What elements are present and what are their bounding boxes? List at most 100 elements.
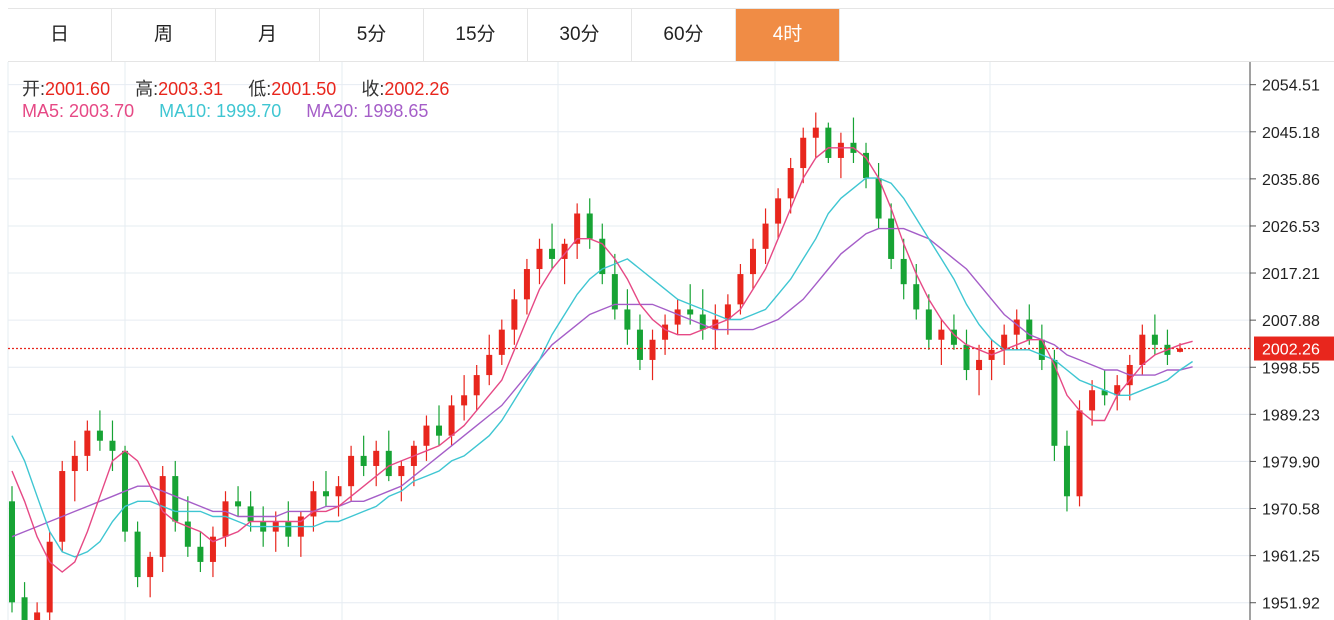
tab-60min[interactable]: 60分 [632,9,736,61]
candle-body [574,213,581,244]
candle-body [624,309,631,330]
y-tick-label: 2045.18 [1262,125,1320,142]
candle-body [159,476,166,557]
current-price-label: 2002.26 [1262,342,1320,359]
ma20-value: 1998.65 [363,101,429,121]
candle-body [687,309,694,315]
candle-body [511,299,518,330]
candle-body [837,142,844,158]
candle-body [59,471,66,542]
y-tick-label: 2054.51 [1262,78,1320,95]
candle-body [586,213,593,239]
candle-body [360,455,367,466]
y-tick-label: 1951.92 [1262,596,1320,613]
tab-week[interactable]: 周 [112,9,216,61]
candle-body [825,127,832,158]
y-tick-label: 1970.58 [1262,502,1320,519]
candle-body [335,486,342,497]
candle-body [875,178,882,219]
candle-body [247,506,254,522]
candle-body [71,455,78,472]
y-tick-label: 2007.88 [1262,313,1320,330]
candle-body [812,127,819,138]
candle-body [1101,390,1108,396]
candle-body [549,248,556,259]
candle-body [21,597,28,620]
close-value: 2002.26 [384,79,450,99]
candle-body [599,238,606,275]
candle-body [863,152,870,179]
candle-body [749,248,756,275]
candle-body [322,491,329,497]
candle-body [486,354,493,376]
high-label: 高: [135,79,159,99]
candle-body [184,521,191,547]
candle-body [976,359,983,371]
ma5-label: MA5: [22,101,65,121]
candle-body [900,258,907,285]
y-tick-label: 1989.23 [1262,407,1320,424]
candle-body [46,541,53,613]
low-value: 2001.50 [271,79,337,99]
candle-body [737,274,744,305]
candle-body [938,329,945,340]
tab-30min[interactable]: 30分 [528,9,632,61]
candle-body [662,324,669,340]
close-label: 收: [361,79,385,99]
candle-body [1177,348,1183,352]
candle-body [536,248,543,270]
ma5-line [11,147,1193,573]
candle-body [800,137,807,169]
ma20-label: MA20: [306,101,359,121]
candle-body [963,344,970,371]
y-tick-label: 1979.90 [1262,454,1320,471]
candle-body [1114,385,1121,396]
candle-body [498,329,505,355]
ma-readout: MA5: 2003.70 MA10: 1999.70 MA20: 1998.65 [22,101,428,122]
candle-body [84,430,91,456]
tab-15min[interactable]: 15分 [424,9,528,61]
candle-body [1076,410,1083,497]
candle-body [436,425,443,436]
candle-body [611,274,618,310]
ma10-label: MA10: [159,101,212,121]
candle-body [636,329,643,360]
candle-body [209,536,216,562]
candle-body [147,556,154,578]
candle-body [1063,445,1070,497]
candle-body [197,546,204,562]
candle-body [925,309,932,340]
candle-body [172,476,179,522]
ohlc-readout: 开:2001.60 高:2003.31 低:2001.50 收:2002.26 [22,75,449,101]
y-tick-label: 2017.21 [1262,266,1320,283]
candle-body [724,304,731,320]
candle-body [1038,339,1045,360]
candle-body [523,269,530,300]
tab-month[interactable]: 月 [216,9,320,61]
y-tick-label: 1961.25 [1262,549,1320,566]
candle-body [310,491,317,517]
candle-body [950,329,957,345]
y-tick-label: 2026.53 [1262,219,1320,236]
candle-body [649,339,656,360]
tab-4hour[interactable]: 4时 [736,9,840,61]
candle-body [1001,334,1008,350]
candle-body [134,531,141,578]
high-value: 2003.31 [158,79,224,99]
candle-body [109,440,116,451]
candle-body [96,430,103,441]
candle-body [461,395,468,406]
candle-body [9,501,15,603]
candle-body [222,501,229,537]
tab-5min[interactable]: 5分 [320,9,424,61]
candle-body [1089,390,1096,411]
tab-day[interactable]: 日 [8,9,112,61]
candle-body [423,425,430,446]
candle-body [787,168,794,199]
candle-body [913,284,920,310]
current-price-badge [1254,336,1334,361]
ma20-line [11,227,1193,538]
ma10-value: 1999.70 [216,101,282,121]
candle-body [1139,334,1146,365]
